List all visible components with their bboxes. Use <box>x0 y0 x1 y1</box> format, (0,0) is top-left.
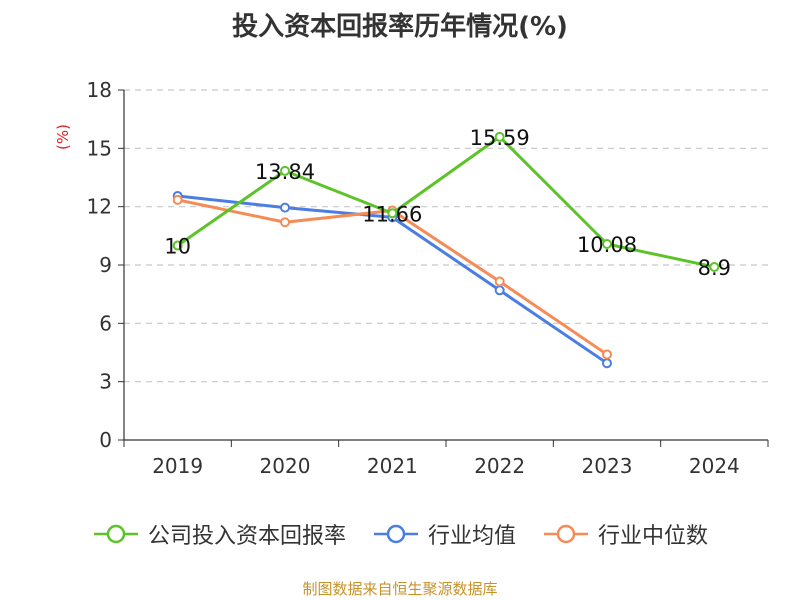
y-tick-label-3: 3 <box>99 370 112 394</box>
legend-item-industry-median[interactable]: 行业中位数 <box>542 518 708 550</box>
data-label-2021: 11.66 <box>362 202 422 226</box>
y-tick-label-6: 6 <box>99 311 112 335</box>
legend-swatch-industry-mean-icon <box>373 524 418 544</box>
x-tick-label-2023: 2023 <box>582 454 633 478</box>
x-tick-label-2024: 2024 <box>689 454 740 478</box>
y-tick-label-12: 12 <box>87 195 112 219</box>
data-point-0-2021 <box>387 208 398 219</box>
x-tick-label-2019: 2019 <box>152 454 203 478</box>
data-point-0-2024 <box>709 261 720 272</box>
y-tick-label-0: 0 <box>99 428 112 452</box>
legend-item-industry-mean[interactable]: 行业均值 <box>372 518 516 550</box>
data-point-2-2020 <box>280 217 290 228</box>
data-point-2-2022 <box>494 276 505 287</box>
legend-label-industry-median: 行业中位数 <box>598 524 709 549</box>
data-point-1-2022 <box>494 285 505 296</box>
data-point-0-2020 <box>280 165 290 176</box>
data-point-0-2019 <box>172 240 183 251</box>
legend-swatch-industry-median-icon <box>544 524 588 544</box>
data-point-0-2023 <box>602 239 612 249</box>
source-note: 制图数据来自恒生聚源数据库 <box>302 580 498 598</box>
legend-swatch-company-icon <box>93 524 138 544</box>
data-point-0-2022 <box>494 131 505 142</box>
x-tick-label-2020: 2020 <box>260 454 311 478</box>
legend-label-industry-mean: 行业均值 <box>427 524 516 549</box>
data-label-2023: 10.08 <box>577 233 637 257</box>
y-tick-label-15: 15 <box>87 136 112 160</box>
data-label-2020: 13.84 <box>255 160 315 184</box>
data-label-2019: 10 <box>164 235 191 259</box>
legend: 公司投入资本回报率 行业均值 行业中位数 <box>0 518 800 550</box>
chart-title: 投入资本回报率历年情况(%) <box>232 12 568 42</box>
legend-label-company: 公司投入资本回报率 <box>147 524 346 549</box>
x-tick-label-2021: 2021 <box>367 454 418 478</box>
data-point-1-2023 <box>602 358 612 369</box>
y-tick-label-18: 18 <box>87 78 112 102</box>
data-point-2-2019 <box>172 194 183 205</box>
y-tick-label-9: 9 <box>99 253 112 277</box>
data-label-2024: 8.9 <box>698 256 731 280</box>
legend-item-company[interactable]: 公司投入资本回报率 <box>92 518 346 550</box>
data-point-1-2020 <box>280 202 290 213</box>
data-label-2022: 15.59 <box>470 126 530 150</box>
series-line-0 <box>176 135 715 269</box>
x-tick-label-2022: 2022 <box>474 454 525 478</box>
data-point-2-2023 <box>602 349 612 360</box>
